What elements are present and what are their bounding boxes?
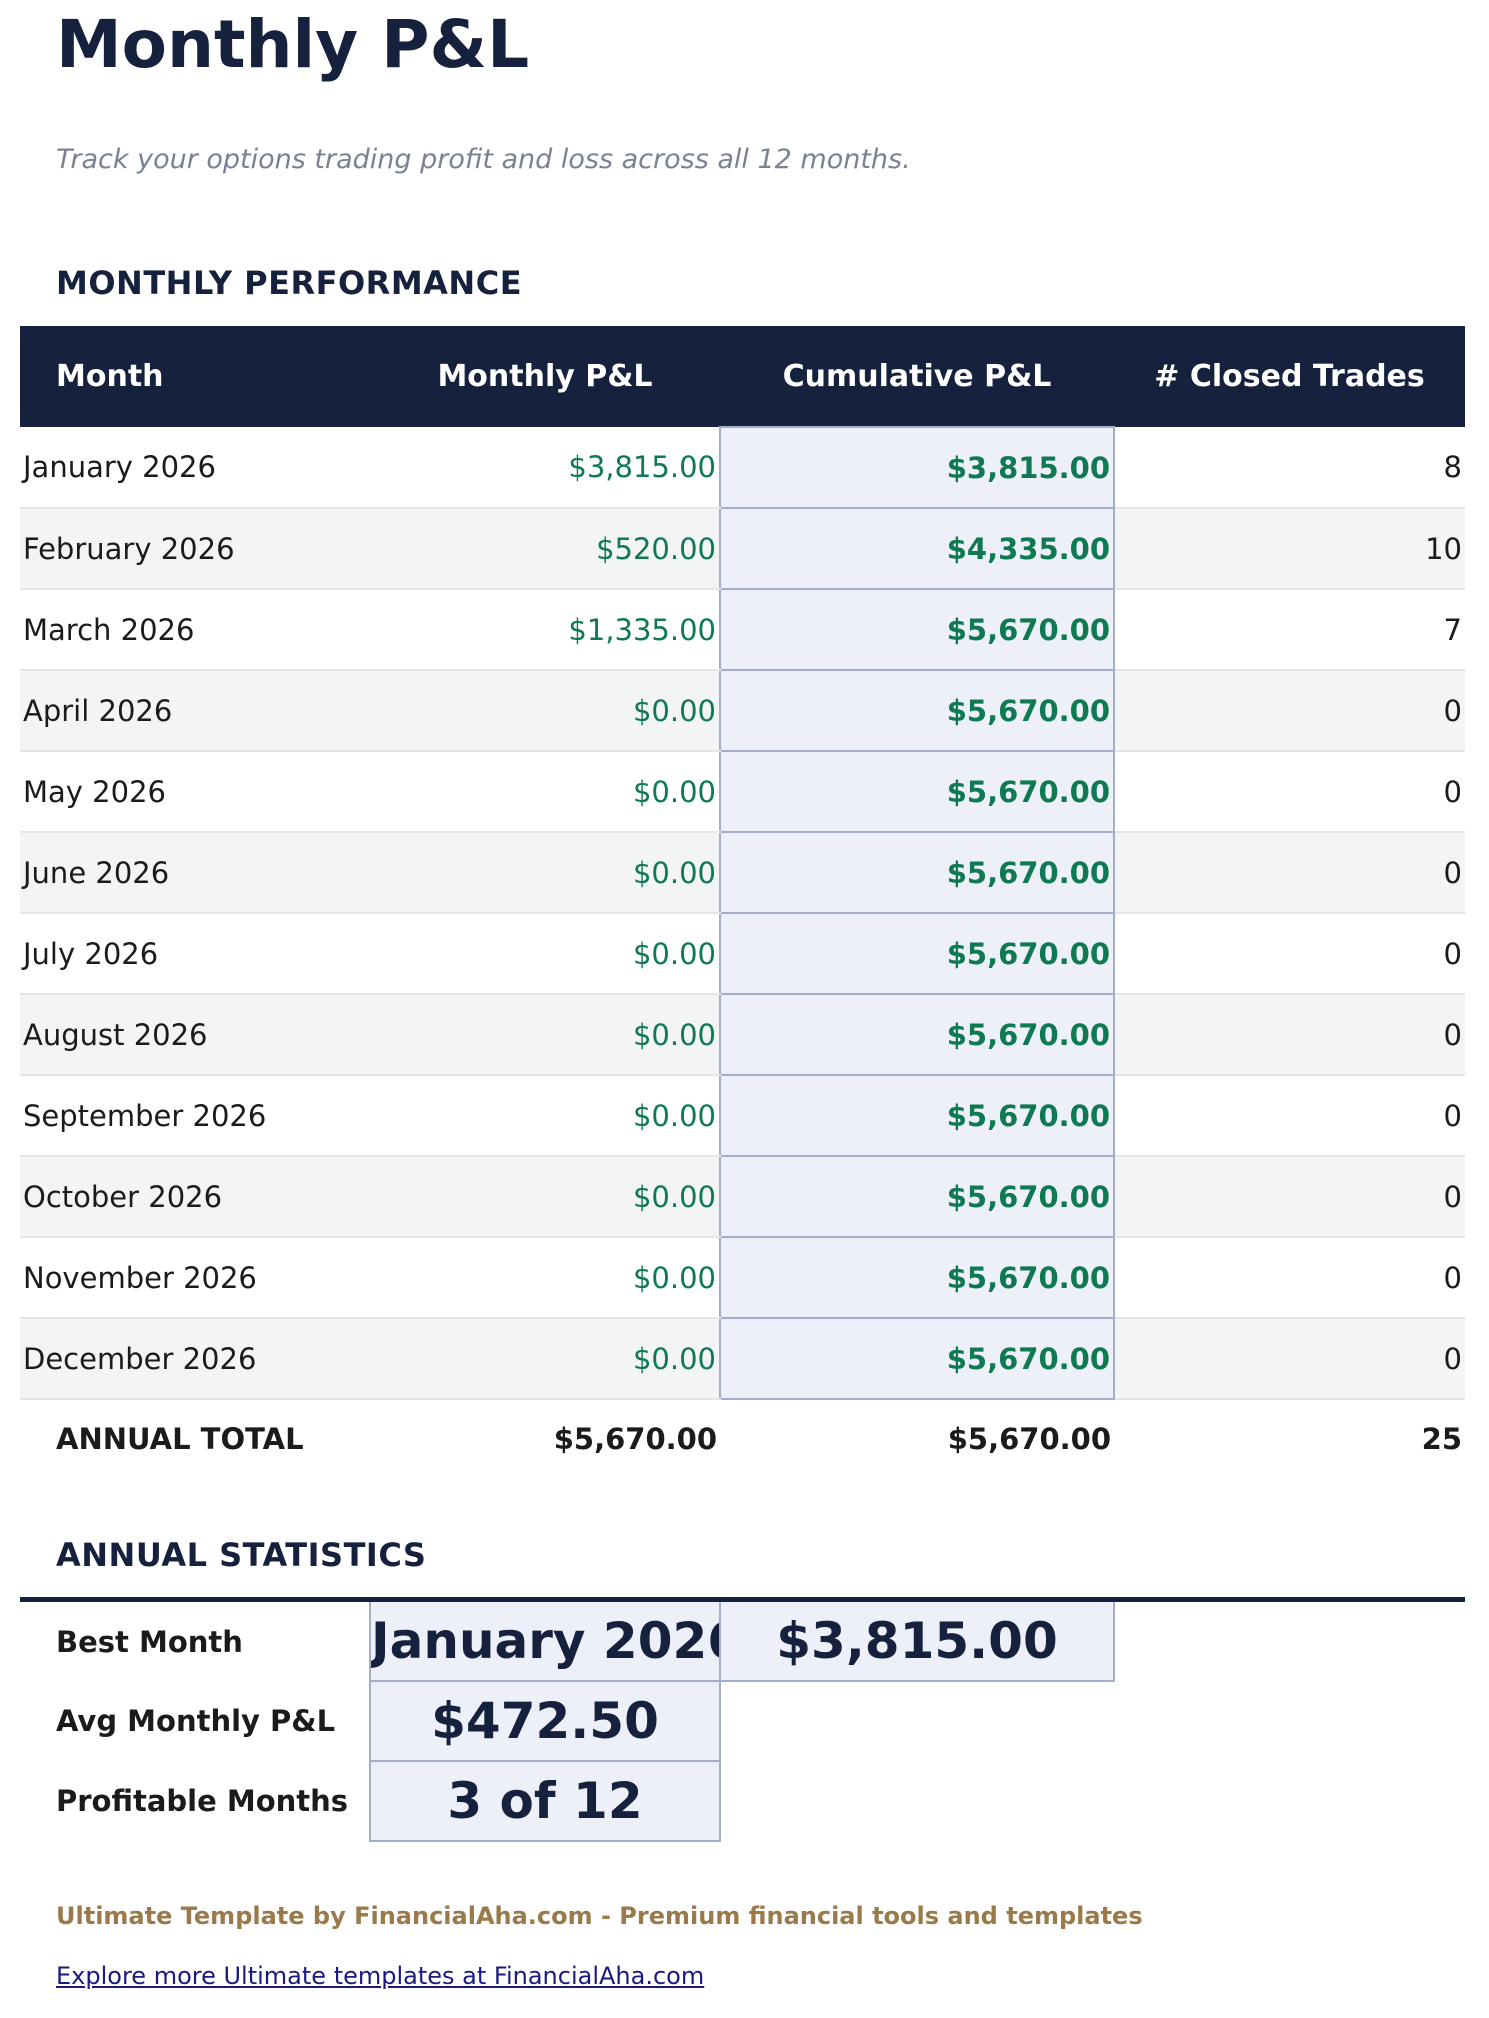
table-cell: $0.00: [370, 670, 720, 752]
table-row: February 2026 $520.00 $4,335.00 10: [20, 507, 1465, 590]
table-cell: April 2026: [20, 670, 370, 752]
table-cell: $0.00: [370, 994, 720, 1076]
stat-label: Profitable Months: [56, 1784, 349, 1818]
column-header: Cumulative P&L: [720, 326, 1114, 427]
table-cell: 0: [1114, 994, 1465, 1076]
footer-link[interactable]: Explore more Ultimate templates at Finan…: [56, 1962, 705, 1990]
total-cell: $5,670.00: [370, 1399, 720, 1478]
table-cell: $3,815.00: [370, 427, 720, 509]
table-row: June 2026 $0.00 $5,670.00 0: [20, 831, 1465, 914]
total-row: ANNUAL TOTAL $5,670.00 $5,670.00 25: [20, 1399, 1465, 1478]
stat-value: $472.50: [369, 1680, 721, 1762]
empty-cell: [720, 1681, 1114, 1761]
table-cell: 0: [1114, 913, 1465, 995]
table-cell: 0: [1114, 1318, 1465, 1400]
table-cell: 7: [1114, 589, 1465, 671]
column-header: Monthly P&L: [370, 326, 720, 427]
table-cell: 0: [1114, 832, 1465, 914]
table-cell: $5,670.00: [719, 1236, 1115, 1319]
table-cell: $3,815.00: [719, 426, 1115, 509]
empty-cell: [1114, 1681, 1465, 1761]
page-title: Monthly P&L: [56, 6, 530, 83]
table-cell: $0.00: [370, 1156, 720, 1238]
table-cell: 10: [1114, 508, 1465, 590]
statistics-table: Best Month January 2026 $3,815.00 Avg Month…: [20, 1597, 1465, 1842]
table-cell: October 2026: [20, 1156, 370, 1238]
table-cell: November 2026: [20, 1237, 370, 1319]
table-cell: 0: [1114, 1075, 1465, 1157]
table-cell: January 2026: [20, 427, 370, 509]
empty-cell: [1114, 1600, 1465, 1682]
table-cell: August 2026: [20, 994, 370, 1076]
table-cell: May 2026: [20, 751, 370, 833]
table-cell: $0.00: [370, 1318, 720, 1400]
stat-row: Best Month January 2026 $3,815.00: [20, 1598, 1465, 1682]
stat-row: Avg Monthly P&L $472.50: [20, 1680, 1465, 1762]
total-cell: 25: [1114, 1399, 1465, 1478]
table-cell: $5,670.00: [719, 831, 1115, 914]
empty-cell: [720, 1761, 1114, 1841]
table-cell: December 2026: [20, 1318, 370, 1400]
footer-credit: Ultimate Template by FinancialAha.com - …: [56, 1902, 1143, 1930]
performance-table: Month Monthly P&L Cumulative P&L # Closed T…: [20, 326, 1465, 1478]
table-cell: 0: [1114, 1156, 1465, 1238]
stat-value: $3,815.00: [719, 1598, 1115, 1682]
stat-label: Best Month: [56, 1624, 243, 1659]
column-header: Month: [20, 326, 370, 427]
table-row: September 2026 $0.00 $5,670.00 0: [20, 1074, 1465, 1157]
table-row: August 2026 $0.00 $5,670.00 0: [20, 993, 1465, 1076]
table-row: July 2026 $0.00 $5,670.00 0: [20, 912, 1465, 995]
table-cell: $0.00: [370, 751, 720, 833]
subtitle: Track your options trading profit and lo…: [56, 144, 911, 175]
table-cell: June 2026: [20, 832, 370, 914]
stat-row: Profitable Months 3 of 12: [20, 1760, 1465, 1842]
stat-value: January 2026: [369, 1598, 721, 1682]
total-cell: ANNUAL TOTAL: [20, 1399, 370, 1478]
table-cell: $0.00: [370, 913, 720, 995]
table-cell: $0.00: [370, 1075, 720, 1157]
total-cell: $5,670.00: [720, 1399, 1114, 1478]
stat-label: Avg Monthly P&L: [56, 1704, 336, 1738]
table-cell: $0.00: [370, 1237, 720, 1319]
column-header: # Closed Trades: [1114, 326, 1465, 427]
table-cell: $4,335.00: [719, 507, 1115, 590]
section-heading: ANNUAL STATISTICS: [56, 1536, 427, 1574]
table-row: January 2026 $3,815.00 $3,815.00 8: [20, 426, 1465, 509]
table-cell: 0: [1114, 670, 1465, 752]
table-cell: $5,670.00: [719, 993, 1115, 1076]
table-cell: $0.00: [370, 832, 720, 914]
table-cell: 8: [1114, 427, 1465, 509]
table-body: January 2026 $3,815.00 $3,815.00 8 February …: [20, 426, 1465, 1478]
table-row: March 2026 $1,335.00 $5,670.00 7: [20, 588, 1465, 671]
table-cell: $5,670.00: [719, 1317, 1115, 1400]
table-cell: 0: [1114, 1237, 1465, 1319]
table-cell: $520.00: [370, 508, 720, 590]
header-row: Month Monthly P&L Cumulative P&L # Closed T…: [20, 326, 1465, 427]
table-cell: $5,670.00: [719, 1074, 1115, 1157]
table-cell: $5,670.00: [719, 750, 1115, 833]
table-cell: $5,670.00: [719, 1155, 1115, 1238]
stat-value: 3 of 12: [369, 1760, 721, 1842]
table-cell: $1,335.00: [370, 589, 720, 671]
table-row: October 2026 $0.00 $5,670.00 0: [20, 1155, 1465, 1238]
table-cell: $5,670.00: [719, 669, 1115, 752]
empty-cell: [1114, 1761, 1465, 1841]
section-heading: MONTHLY PERFORMANCE: [56, 264, 523, 302]
table-body: Best Month January 2026 $3,815.00 Avg Month…: [20, 1598, 1465, 1842]
table-cell: February 2026: [20, 508, 370, 590]
table-row: April 2026 $0.00 $5,670.00 0: [20, 669, 1465, 752]
table-row: December 2026 $0.00 $5,670.00 0: [20, 1317, 1465, 1400]
table-row: November 2026 $0.00 $5,670.00 0: [20, 1236, 1465, 1319]
table-cell: $5,670.00: [719, 912, 1115, 995]
table-cell: 0: [1114, 751, 1465, 833]
table-cell: September 2026: [20, 1075, 370, 1157]
table-cell: March 2026: [20, 589, 370, 671]
table-row: May 2026 $0.00 $5,670.00 0: [20, 750, 1465, 833]
table-cell: $5,670.00: [719, 588, 1115, 671]
table-cell: July 2026: [20, 913, 370, 995]
